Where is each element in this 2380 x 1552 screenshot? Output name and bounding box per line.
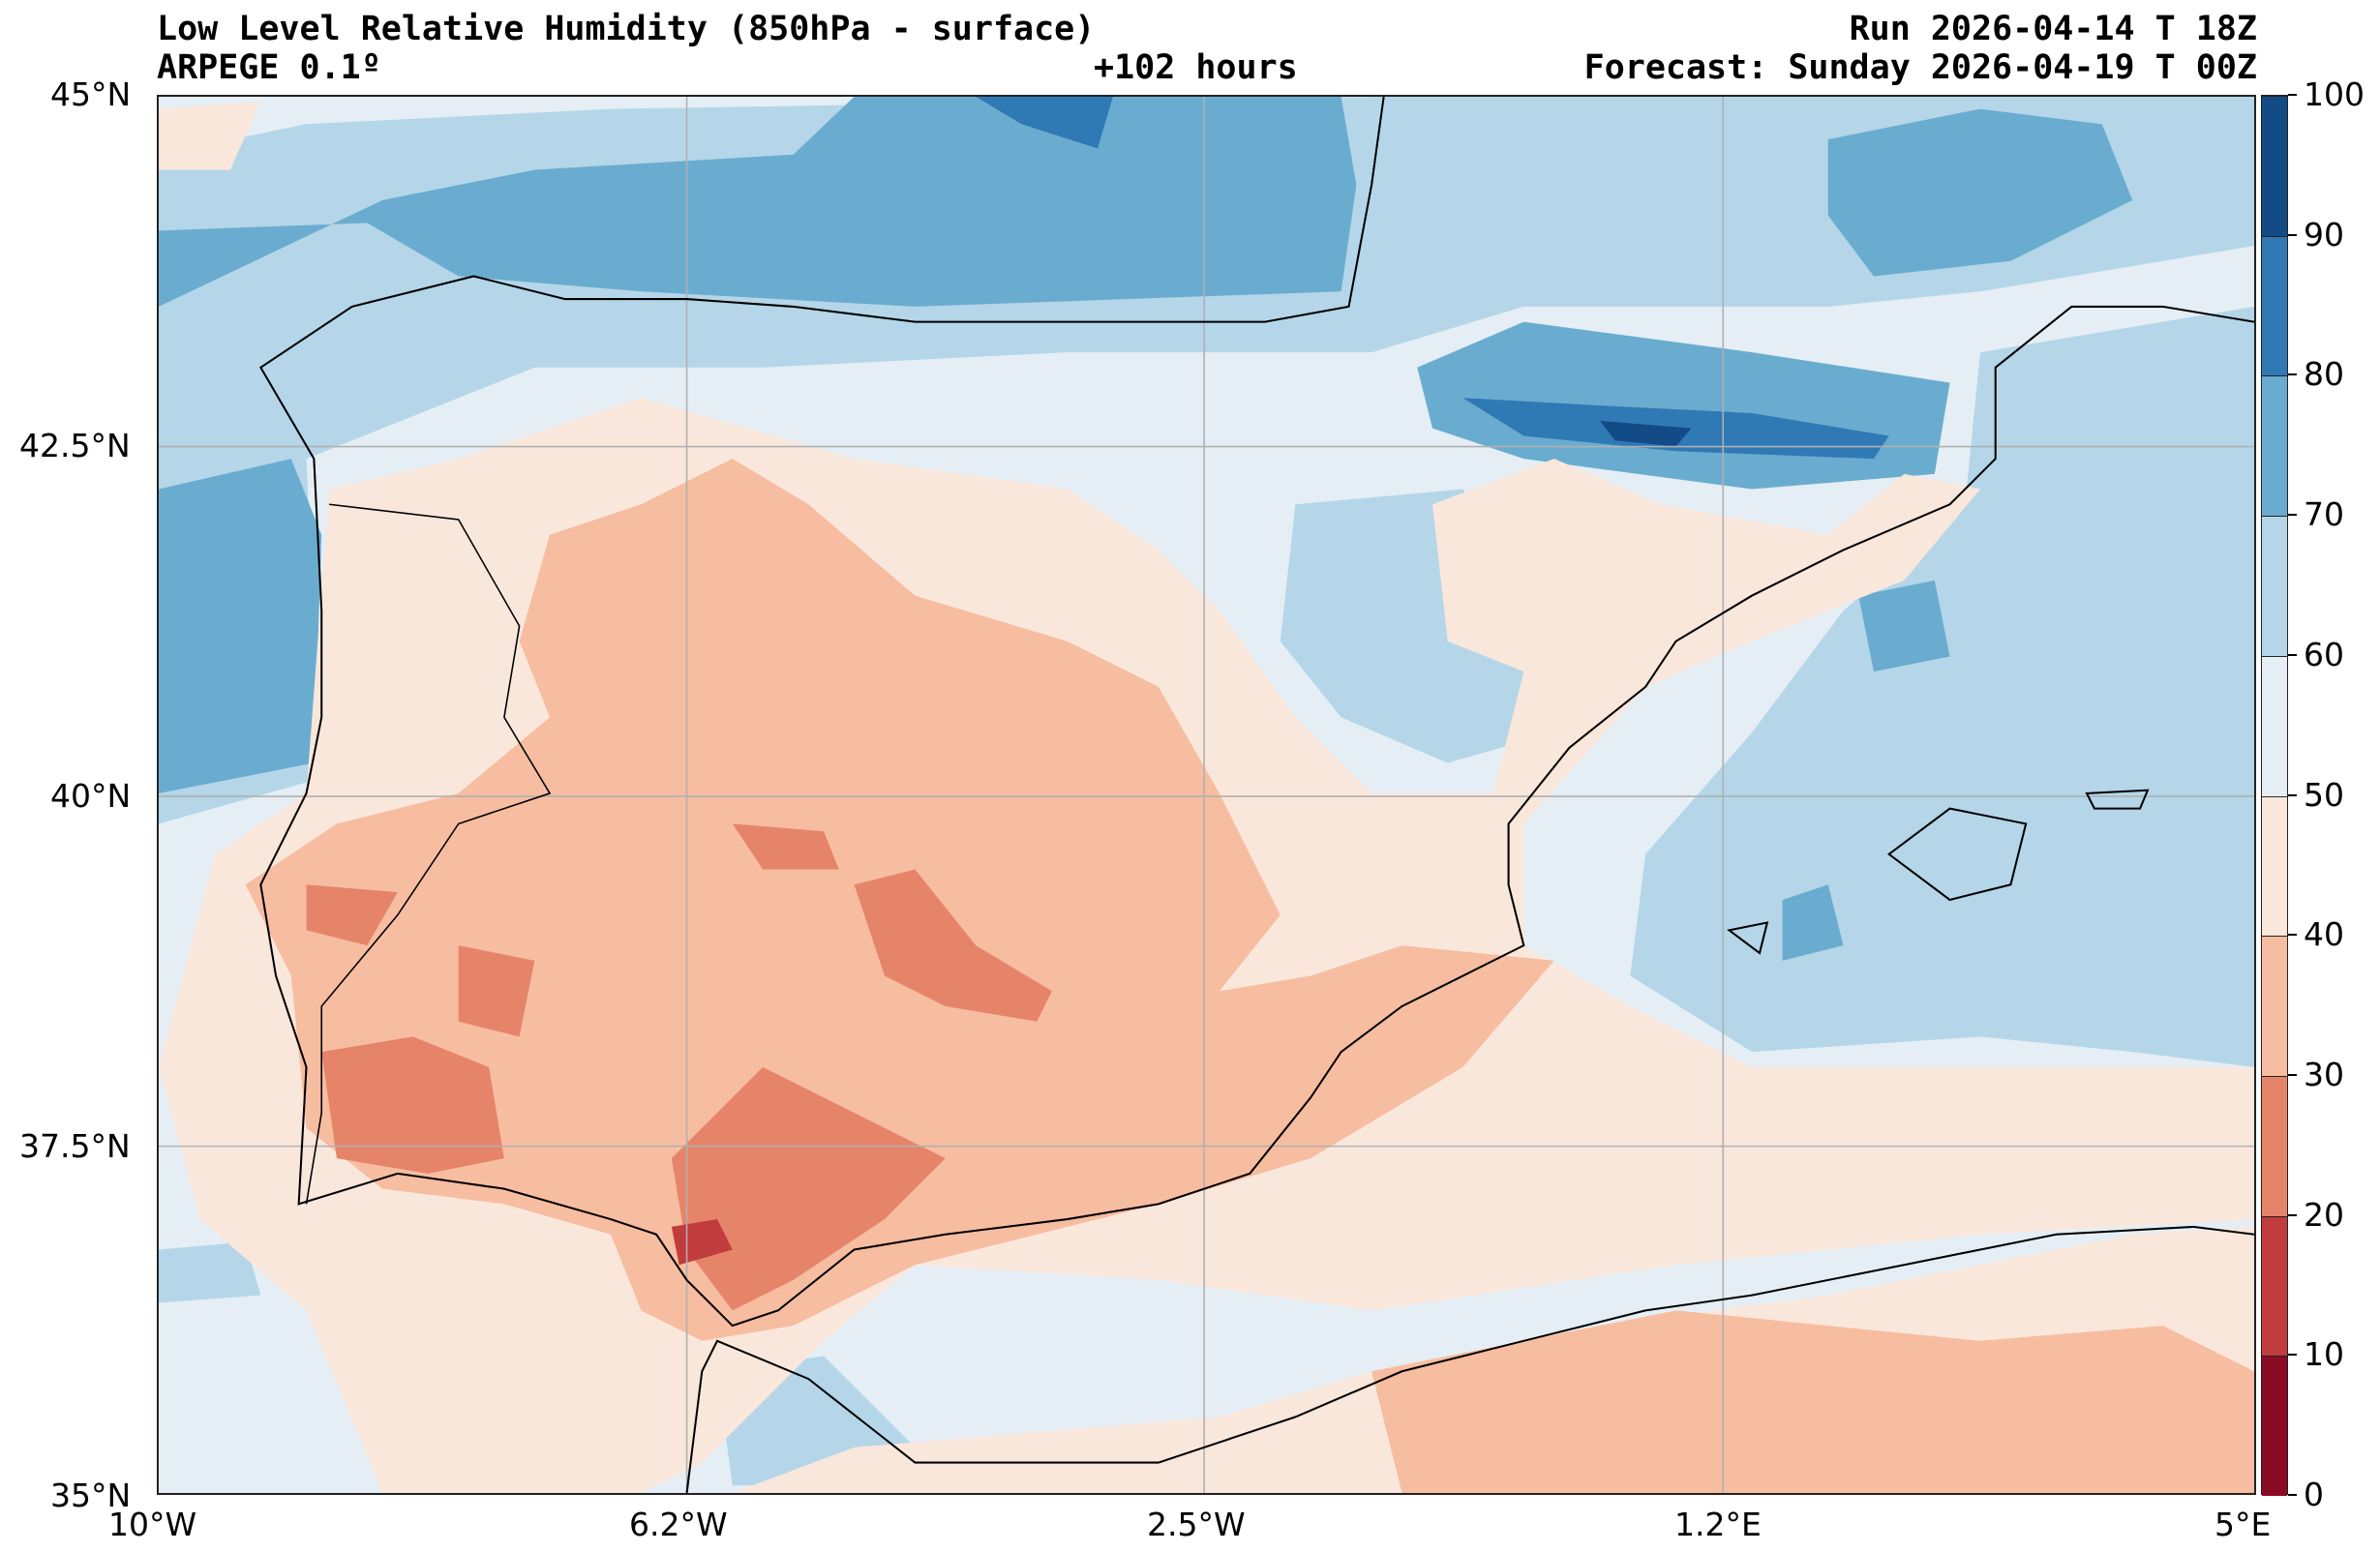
colorbar-segment	[2262, 96, 2287, 236]
lon-label: 10°W	[108, 1506, 197, 1543]
colorbar-label: 50	[2304, 775, 2344, 814]
map-canvas	[159, 97, 2254, 1493]
field-40-50	[159, 101, 261, 170]
lat-label: 35°N	[50, 1477, 132, 1514]
field-60-70	[159, 1241, 261, 1303]
lat-label: 40°N	[50, 777, 132, 815]
colorbar-tick	[2288, 94, 2297, 96]
field-80-90	[976, 97, 1113, 149]
field-70-80	[159, 97, 1357, 307]
colorbar-segment	[2262, 1356, 2287, 1496]
colorbar-tick	[2288, 233, 2297, 236]
colorbar-label: 100	[2304, 75, 2365, 113]
gridlines	[159, 97, 2254, 1493]
coastlines	[258, 97, 2254, 1493]
colorbar-tick	[2288, 934, 2297, 937]
lat-label: 37.5°N	[19, 1127, 131, 1165]
colorbar-segment	[2262, 655, 2287, 796]
colorbar-label: 30	[2304, 1055, 2344, 1093]
colorbar-tick	[2288, 1213, 2297, 1216]
field-20-30	[458, 945, 535, 1037]
field-70-80	[1858, 580, 1950, 672]
colorbar-label: 0	[2304, 1476, 2324, 1513]
colorbar-label: 40	[2304, 915, 2344, 954]
colorbar-segment	[2262, 936, 2287, 1076]
colorbar-label: 80	[2304, 355, 2344, 394]
forecast-label: Forecast: Sunday 2026-04-19 T 00Z	[1583, 48, 2257, 87]
field-70-80	[1782, 884, 1844, 961]
map-title: Low Level Relative Humidity (850hPa - su…	[157, 10, 1096, 48]
colorbar-segment	[2262, 1075, 2287, 1216]
lat-label: 45°N	[50, 75, 132, 113]
colorbar-label: 20	[2304, 1195, 2344, 1234]
colorbar-segment	[2262, 795, 2287, 937]
lead-time-label: +102 hours	[1094, 48, 1298, 87]
field-20-30	[306, 884, 398, 946]
field-90-100	[1599, 420, 1692, 447]
field-20-30	[671, 1066, 946, 1311]
colorbar-tick	[2288, 1073, 2297, 1076]
field-30-40	[1371, 1310, 2254, 1493]
lon-label: 6.2°W	[629, 1506, 728, 1543]
model-label: ARPEGE 0.1º	[157, 48, 381, 87]
colorbar-segment	[2262, 235, 2287, 376]
field-70-80	[159, 459, 322, 793]
run-label: Run 2026-04-14 T 18Z	[1849, 10, 2257, 48]
lon-label: 1.2°E	[1674, 1506, 1762, 1543]
colorbar-segment	[2262, 516, 2287, 656]
colorbar-tick	[2288, 373, 2297, 376]
colorbar-tick	[2288, 793, 2297, 796]
colorbar-label: 90	[2304, 215, 2344, 254]
colorbar-label: 70	[2304, 495, 2344, 534]
colorbar-tick	[2288, 653, 2297, 656]
colorbar-label: 60	[2304, 635, 2344, 673]
lon-label: 5°E	[2214, 1506, 2272, 1543]
field-20-30	[732, 823, 839, 870]
colorbar-tick	[2288, 1354, 2297, 1357]
colorbar-tick	[2288, 1494, 2297, 1496]
field-20-30	[854, 869, 1052, 1022]
colorbar	[2261, 95, 2288, 1496]
colorbar-segment	[2262, 1215, 2287, 1357]
field-70-80	[1827, 108, 2133, 277]
colorbar-label: 10	[2304, 1335, 2344, 1374]
field-20-30	[321, 1036, 504, 1174]
humidity-map	[157, 95, 2256, 1495]
colorbar-segment	[2262, 375, 2287, 517]
lon-label: 2.5°W	[1147, 1506, 1246, 1543]
lat-label: 42.5°N	[19, 427, 131, 464]
colorbar-tick	[2288, 514, 2297, 517]
field-60-70	[1630, 306, 2254, 1067]
